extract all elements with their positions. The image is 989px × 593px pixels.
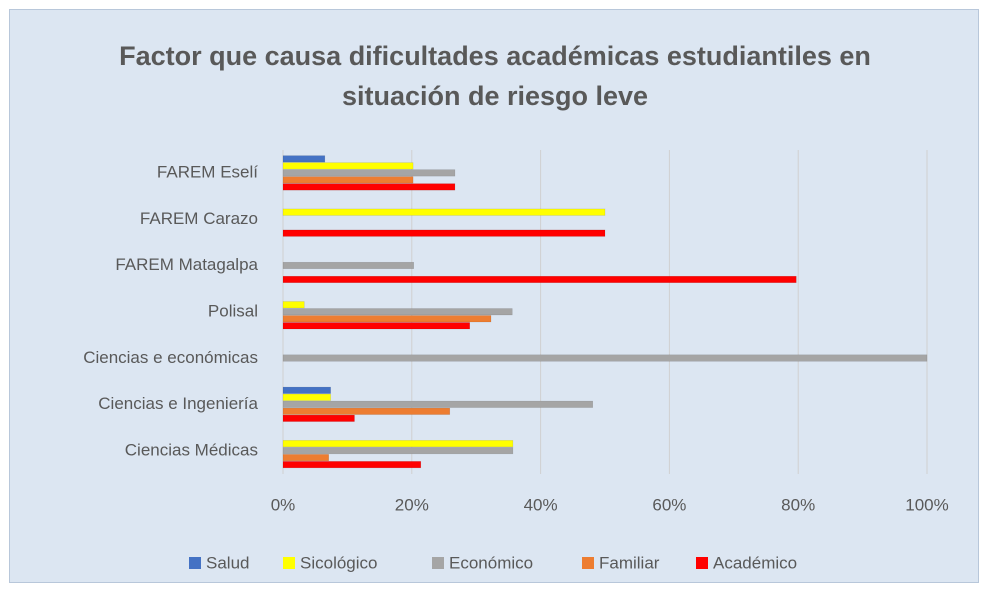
bar xyxy=(282,315,492,323)
bar xyxy=(282,407,451,415)
x-tick-label: 60% xyxy=(652,495,686,514)
bar xyxy=(282,322,471,330)
chart-title: Factor que causa dificultades académicas… xyxy=(119,41,871,111)
bar xyxy=(282,386,331,394)
bar xyxy=(282,393,331,401)
legend-label: Salud xyxy=(206,553,249,572)
legend-label: Sicológico xyxy=(300,553,378,572)
bar xyxy=(282,155,326,163)
bar xyxy=(282,169,456,177)
x-tick-label: 20% xyxy=(395,495,429,514)
legend-label: Familiar xyxy=(599,553,660,572)
bar xyxy=(282,454,329,462)
bar xyxy=(282,447,514,455)
bar xyxy=(282,354,928,362)
bar xyxy=(282,229,606,237)
legend-label: Académico xyxy=(713,553,797,572)
bar xyxy=(282,301,305,309)
legend-swatch xyxy=(582,557,594,569)
y-tick-label: Ciencias Médicas xyxy=(125,440,258,459)
bar xyxy=(282,400,594,408)
bar xyxy=(282,261,414,269)
bar xyxy=(282,183,456,191)
x-tick-label: 0% xyxy=(271,495,296,514)
x-tick-label: 100% xyxy=(905,495,948,514)
legend-swatch xyxy=(432,557,444,569)
legend-swatch xyxy=(283,557,295,569)
legend-label: Económico xyxy=(449,553,533,572)
bar xyxy=(282,275,797,283)
y-tick-label: FAREM Carazo xyxy=(140,209,258,228)
y-tick-label: FAREM Eselí xyxy=(157,163,258,182)
chart-background xyxy=(9,9,979,583)
y-tick-label: FAREM Matagalpa xyxy=(115,255,258,274)
x-tick-label: 40% xyxy=(524,495,558,514)
legend-swatch xyxy=(696,557,708,569)
y-tick-label: Ciencias e económicas xyxy=(83,348,258,367)
bar xyxy=(282,414,355,422)
y-tick-label: Ciencias e Ingeniería xyxy=(98,394,258,413)
bar xyxy=(282,440,514,448)
bar xyxy=(282,176,414,184)
bar xyxy=(282,162,414,170)
bar xyxy=(282,308,513,316)
bar xyxy=(282,208,606,216)
y-tick-label: Polisal xyxy=(208,301,258,320)
bar xyxy=(282,461,422,469)
legend-swatch xyxy=(189,557,201,569)
x-tick-label: 80% xyxy=(781,495,815,514)
